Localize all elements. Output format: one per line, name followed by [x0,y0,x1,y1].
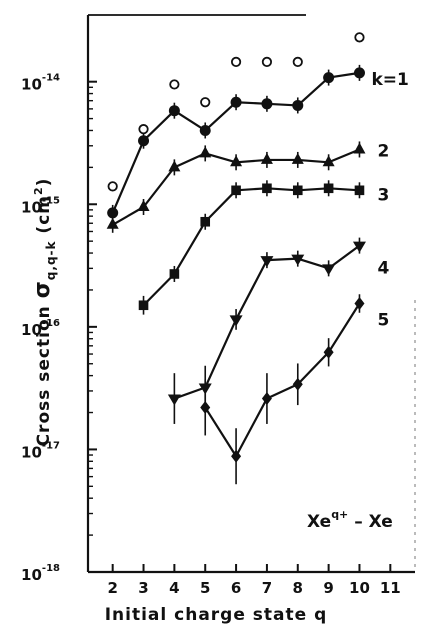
x-tick-label: 10 [349,579,370,597]
x-tick-label: 11 [380,579,401,597]
y-tick-base: 10 [21,321,42,339]
y-axis-title: Cross section σq,q-k (cm2) [30,178,58,447]
y-tick-exponent: -14 [42,73,60,84]
data-point-k2 [353,142,366,154]
x-tick-label: 6 [231,579,241,597]
data-point-k1 [323,72,335,84]
y-tick-label: 10-17 [21,440,60,461]
y-axis-unit-exponent: 2 [32,186,45,195]
series-labels: k=1 2 3 4 5 [371,70,408,331]
data-point-k1 [138,135,150,147]
x-tick-label: 9 [323,579,333,597]
data-point-k1 [353,67,365,79]
x-tick-label: 3 [138,579,148,597]
y-axis-unit-close: ) [34,178,54,187]
annotation-rest: – Xe [348,512,393,532]
data-point-k2 [106,217,119,229]
data-point-k3 [169,269,180,279]
data-point-k5 [292,377,303,391]
data-point-k4 [260,256,274,268]
data-point-k3 [323,183,334,194]
data-markers [106,32,366,463]
y-tick-label: 10-16 [21,318,60,339]
series-label: 2 [377,141,389,161]
data-point-k2 [168,160,181,172]
series-label: 4 [377,259,389,279]
y-tick-exponent: -16 [42,318,60,329]
series-line [142,187,360,307]
data-point-k5 [354,297,365,311]
data-point-k2 [260,152,273,164]
data-point-open [292,56,303,68]
x-tick-label: 5 [200,579,210,597]
data-point-open [230,56,242,68]
data-point-k4 [229,315,243,327]
y-axis-unit: (cm [34,195,54,240]
plot-frame [86,14,416,574]
y-tick-exponent: -17 [42,440,60,451]
data-point-open [200,97,211,108]
data-point-k2 [230,155,243,167]
data-point-k3 [138,300,149,311]
y-tick-base: 10 [21,443,42,461]
data-point-k4 [167,394,181,406]
x-tick-label: 7 [262,579,272,597]
data-point-open [261,56,273,68]
data-point-open [169,79,180,90]
y-tick-base: 10 [21,76,42,94]
data-point-k2 [322,155,335,167]
data-point-k1 [199,124,211,136]
y-tick-exponent: -18 [42,563,60,574]
series-line [204,302,361,458]
data-point-k3 [292,185,303,196]
data-point-k4 [291,254,305,266]
data-point-k5 [231,449,242,463]
data-point-k1 [292,99,304,111]
x-tick-label: 4 [169,579,179,597]
data-point-k5 [200,400,211,414]
data-point-k2 [137,199,150,211]
y-axis-subscript: q,q-k [44,240,58,280]
y-tick-label: 10-18 [21,563,60,584]
y-tick-base: 10 [21,566,42,584]
series-label: k=1 [371,70,408,90]
y-axis-sigma: σ [30,280,55,298]
data-point-open [138,124,149,135]
data-point-k1 [168,105,180,117]
y-axis-title-text: Cross section [34,298,54,446]
data-point-k3 [200,216,211,227]
annotation-sup: q+ [331,508,348,521]
data-point-k5 [323,345,334,359]
y-tick-base: 10 [21,198,42,216]
y-tick-label: 10-14 [21,73,60,94]
data-point-k1 [230,96,242,108]
annotation-base: Xe [307,512,331,532]
x-tick-label: 8 [293,579,303,597]
y-tick-label: 10-15 [21,195,60,216]
data-point-open [107,181,118,192]
data-point-k4 [352,241,366,253]
x-tick-labels: 2 3 4 5 6 7 8 9 10 11 [107,579,400,597]
y-tick-exponent: -15 [42,195,60,206]
error-bars [111,64,361,485]
axis-ticks [88,80,392,573]
reaction-annotation: Xeq+ – Xe [307,508,393,532]
data-point-k1 [107,207,119,219]
x-axis-title: Initial charge state q [105,605,328,625]
data-point-k4 [198,383,212,395]
data-point-k2 [291,152,304,164]
data-point-k3 [231,185,241,196]
data-point-k1 [261,98,273,110]
data-point-k2 [199,146,212,158]
data-point-k5 [261,392,272,406]
series-label: 3 [377,185,389,205]
data-point-k3 [354,185,365,196]
data-point-k4 [322,264,336,276]
data-point-k3 [262,183,272,194]
x-tick-label: 2 [107,579,117,597]
series-label: 5 [377,311,389,331]
data-point-open [354,32,365,43]
